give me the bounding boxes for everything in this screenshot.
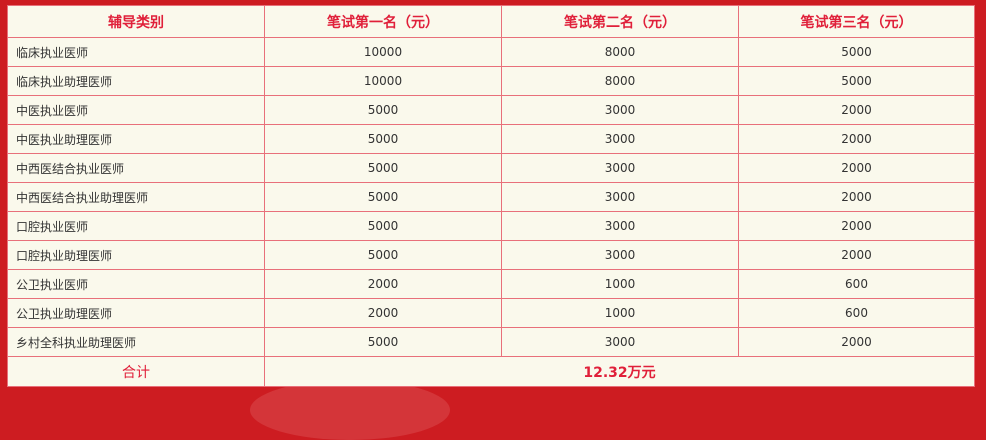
third-prize-cell: 5000: [738, 37, 975, 67]
second-prize-cell: 3000: [501, 95, 739, 125]
third-prize-cell: 2000: [738, 327, 975, 357]
table-row: 口腔执业助理医师 5000 3000 2000: [7, 240, 975, 270]
first-prize-cell: 5000: [264, 327, 502, 357]
second-prize-cell: 3000: [501, 124, 739, 154]
prize-table: 辅导类别 笔试第一名（元） 笔试第二名（元） 笔试第三名（元） 临床执业医师 10…: [7, 5, 975, 387]
category-cell: 口腔执业医师: [7, 211, 265, 241]
first-prize-cell: 2000: [264, 298, 502, 328]
table-row: 中西医结合执业助理医师 5000 3000 2000: [7, 182, 975, 212]
total-row: 合计 12.32万元: [7, 356, 975, 387]
category-cell: 临床执业助理医师: [7, 66, 265, 96]
category-cell: 中医执业助理医师: [7, 124, 265, 154]
second-prize-cell: 3000: [501, 153, 739, 183]
total-label: 合计: [7, 356, 265, 387]
first-prize-cell: 5000: [264, 182, 502, 212]
third-prize-cell: 2000: [738, 153, 975, 183]
second-prize-cell: 1000: [501, 298, 739, 328]
second-prize-cell: 8000: [501, 37, 739, 67]
header-second-prize: 笔试第二名（元）: [501, 5, 739, 38]
table-row: 中医执业助理医师 5000 3000 2000: [7, 124, 975, 154]
third-prize-cell: 600: [738, 298, 975, 328]
category-cell: 中西医结合执业助理医师: [7, 182, 265, 212]
third-prize-cell: 2000: [738, 95, 975, 125]
category-cell: 中医执业医师: [7, 95, 265, 125]
first-prize-cell: 10000: [264, 37, 502, 67]
table-row: 中医执业医师 5000 3000 2000: [7, 95, 975, 125]
table-row: 口腔执业医师 5000 3000 2000: [7, 211, 975, 241]
second-prize-cell: 8000: [501, 66, 739, 96]
third-prize-cell: 2000: [738, 240, 975, 270]
category-cell: 口腔执业助理医师: [7, 240, 265, 270]
first-prize-cell: 5000: [264, 211, 502, 241]
table-row: 临床执业医师 10000 8000 5000: [7, 37, 975, 67]
first-prize-cell: 5000: [264, 124, 502, 154]
table-row: 公卫执业助理医师 2000 1000 600: [7, 298, 975, 328]
background-decoration: [250, 380, 450, 440]
category-cell: 乡村全科执业助理医师: [7, 327, 265, 357]
category-cell: 中西医结合执业医师: [7, 153, 265, 183]
third-prize-cell: 600: [738, 269, 975, 299]
second-prize-cell: 3000: [501, 211, 739, 241]
second-prize-cell: 3000: [501, 182, 739, 212]
category-cell: 临床执业医师: [7, 37, 265, 67]
total-value: 12.32万元: [264, 356, 975, 387]
table-row: 中西医结合执业医师 5000 3000 2000: [7, 153, 975, 183]
table-row: 临床执业助理医师 10000 8000 5000: [7, 66, 975, 96]
first-prize-cell: 2000: [264, 269, 502, 299]
table-header-row: 辅导类别 笔试第一名（元） 笔试第二名（元） 笔试第三名（元）: [7, 5, 975, 38]
table-row: 公卫执业医师 2000 1000 600: [7, 269, 975, 299]
third-prize-cell: 2000: [738, 211, 975, 241]
header-category: 辅导类别: [7, 5, 265, 38]
second-prize-cell: 3000: [501, 240, 739, 270]
second-prize-cell: 3000: [501, 327, 739, 357]
first-prize-cell: 5000: [264, 95, 502, 125]
third-prize-cell: 2000: [738, 124, 975, 154]
header-third-prize: 笔试第三名（元）: [738, 5, 975, 38]
header-first-prize: 笔试第一名（元）: [264, 5, 502, 38]
category-cell: 公卫执业助理医师: [7, 298, 265, 328]
second-prize-cell: 1000: [501, 269, 739, 299]
first-prize-cell: 10000: [264, 66, 502, 96]
table-row: 乡村全科执业助理医师 5000 3000 2000: [7, 327, 975, 357]
third-prize-cell: 2000: [738, 182, 975, 212]
category-cell: 公卫执业医师: [7, 269, 265, 299]
first-prize-cell: 5000: [264, 240, 502, 270]
third-prize-cell: 5000: [738, 66, 975, 96]
first-prize-cell: 5000: [264, 153, 502, 183]
